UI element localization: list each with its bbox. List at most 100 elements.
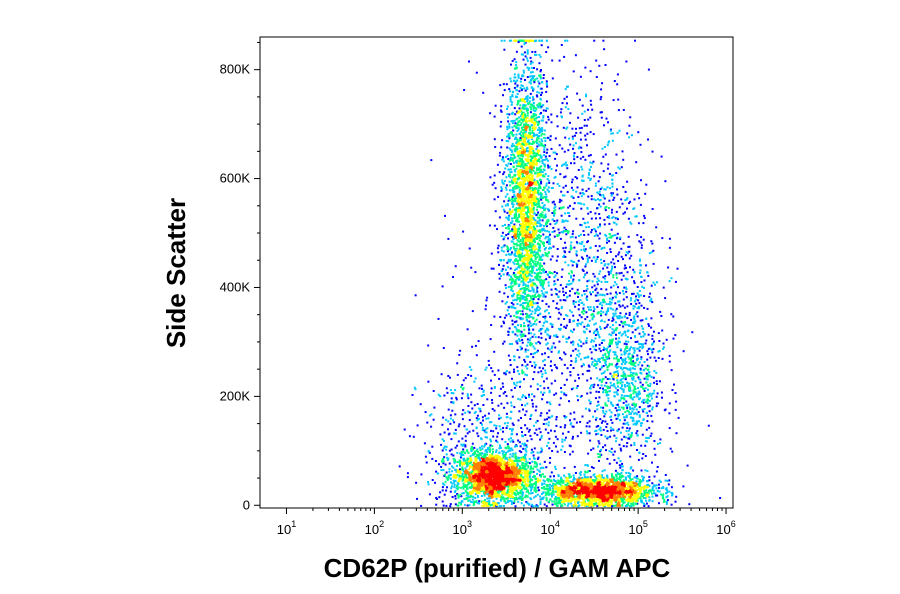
event-dot (519, 207, 522, 210)
event-dot (560, 489, 563, 492)
event-dot (651, 488, 654, 490)
event-dot (489, 476, 492, 479)
event-dot (665, 496, 668, 499)
event-dot (523, 43, 526, 46)
event-dot (495, 465, 497, 468)
event-dot (606, 504, 609, 507)
event-dot (594, 499, 597, 502)
event-dot (513, 307, 516, 310)
event-dot (629, 496, 632, 499)
event-dot (523, 227, 526, 230)
event-dot (466, 484, 469, 486)
event-dot (616, 483, 619, 485)
event-dot (623, 494, 626, 497)
event-dot (538, 222, 541, 225)
event-dot (590, 496, 593, 499)
event-dot (465, 463, 468, 465)
event-dot (523, 459, 526, 462)
event-dot (445, 471, 448, 474)
event-dot (533, 105, 535, 108)
event-dot (561, 504, 563, 507)
event-dot (479, 473, 482, 476)
event-dot (446, 477, 449, 480)
event-dot (526, 117, 529, 119)
event-dot (528, 462, 531, 465)
event-dot (515, 475, 518, 478)
event-dot (534, 486, 537, 489)
event-dot (543, 215, 546, 218)
event-dot (522, 69, 525, 72)
event-dot (480, 474, 483, 477)
event-dot (443, 456, 446, 459)
event-dot (620, 480, 623, 483)
event-dot (493, 484, 496, 487)
event-dot (551, 487, 554, 490)
event-dot (515, 455, 517, 458)
event-dot (588, 492, 591, 495)
event-dot (591, 494, 593, 497)
event-dot (597, 478, 599, 481)
event-dot (459, 472, 462, 475)
event-dot (537, 189, 540, 192)
event-dot (501, 470, 504, 473)
event-dot (519, 482, 521, 485)
event-dot (509, 100, 512, 103)
event-dot (512, 474, 515, 476)
event-dot (616, 492, 619, 495)
event-dot (515, 197, 518, 200)
event-dot (617, 481, 620, 484)
event-dot (536, 167, 538, 170)
event-dot (537, 314, 540, 317)
event-dot (583, 477, 586, 480)
event-dot (502, 94, 504, 97)
event-dot (477, 468, 480, 471)
event-dot (606, 492, 609, 495)
event-dot (512, 465, 515, 468)
event-dot (565, 497, 568, 500)
event-dot (635, 498, 638, 501)
event-dot (550, 492, 553, 495)
event-dot (502, 208, 505, 211)
event-dot (655, 484, 658, 487)
event-dot (516, 79, 519, 82)
event-dot (517, 493, 520, 496)
event-dot (611, 476, 614, 479)
event-dot (536, 383, 539, 386)
event-dot (491, 448, 494, 451)
event-dot (584, 489, 587, 492)
event-dot (519, 246, 522, 249)
event-dot (477, 480, 480, 483)
event-dot (627, 498, 629, 501)
event-dot (510, 447, 513, 450)
event-dot (592, 492, 595, 495)
event-dot (532, 109, 535, 112)
event-dot (483, 460, 486, 463)
event-dot (467, 471, 470, 474)
event-dot (478, 483, 481, 486)
event-dot (534, 260, 537, 263)
event-dot (489, 467, 492, 470)
event-dot (512, 306, 515, 309)
event-dot (624, 476, 627, 479)
event-dot (608, 482, 610, 485)
event-dot (514, 505, 517, 508)
event-dot (538, 313, 541, 315)
event-dot (461, 474, 464, 477)
event-dot (513, 326, 516, 328)
event-dot (545, 343, 548, 346)
event-dot (500, 488, 502, 491)
event-dot (529, 280, 532, 283)
event-dot (504, 484, 507, 486)
event-dot (565, 483, 568, 486)
event-dot (568, 476, 571, 479)
event-dot (581, 498, 584, 501)
event-dot (540, 69, 542, 71)
event-dot (533, 118, 536, 121)
event-dot (627, 494, 630, 497)
event-dot (547, 491, 550, 494)
event-dot (503, 89, 506, 92)
event-dot (578, 492, 581, 495)
event-dot (607, 501, 610, 504)
event-dot (628, 505, 631, 507)
event-dot (484, 502, 487, 504)
